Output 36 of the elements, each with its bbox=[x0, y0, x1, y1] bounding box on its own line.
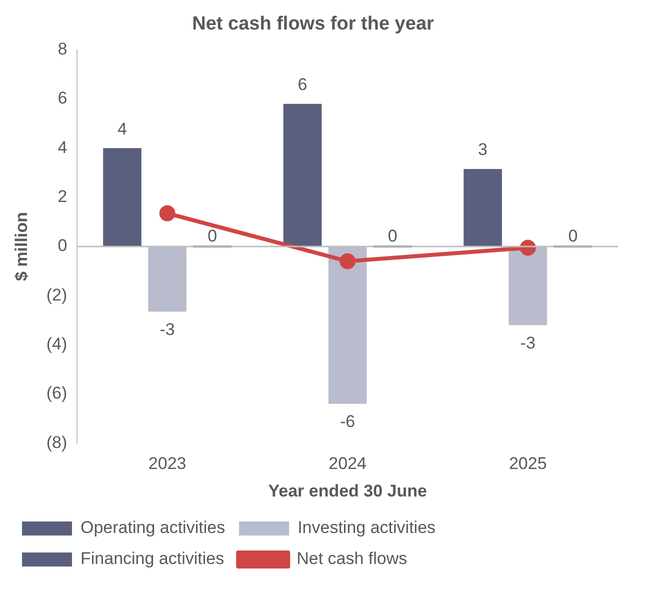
legend-label: Net cash flows bbox=[296, 549, 408, 568]
legend-label: Investing activities bbox=[298, 518, 436, 538]
x-tick-label: 2024 bbox=[328, 454, 367, 474]
legend-label: Financing activities bbox=[80, 549, 224, 568]
data-label: 0 bbox=[568, 226, 578, 246]
data-label: 0 bbox=[388, 226, 398, 246]
data-label: -3 bbox=[160, 320, 175, 339]
bar bbox=[103, 148, 142, 246]
bar bbox=[328, 246, 367, 404]
data-label: 6 bbox=[298, 75, 308, 94]
x-tick-label: 2025 bbox=[508, 454, 547, 474]
y-tick-label: (6) bbox=[46, 384, 68, 403]
y-tick-label: 4 bbox=[58, 138, 68, 157]
y-tick-label: 8 bbox=[58, 39, 68, 58]
legend-label: Operating activities bbox=[80, 518, 226, 538]
data-label: -6 bbox=[340, 412, 356, 432]
chart-title: Net cash flows for the year bbox=[192, 14, 435, 35]
x-tick-label: 2023 bbox=[148, 454, 186, 474]
bar bbox=[283, 104, 322, 246]
y-tick-label: 0 bbox=[58, 236, 68, 256]
data-label: 3 bbox=[478, 140, 488, 160]
data-label: -3 bbox=[520, 333, 536, 352]
data-label: 4 bbox=[118, 119, 127, 138]
y-axis-title: $ million bbox=[12, 212, 31, 281]
y-tick-label: (2) bbox=[46, 285, 68, 304]
data-label: 0 bbox=[208, 226, 218, 246]
bar bbox=[464, 169, 502, 246]
y-tick-label: (8) bbox=[46, 432, 68, 452]
bar bbox=[148, 246, 186, 312]
y-tick-label: 2 bbox=[58, 187, 68, 206]
x-axis-title: Year ended 30 June bbox=[268, 481, 427, 500]
y-tick-label: (4) bbox=[46, 334, 68, 354]
y-tick-label: 6 bbox=[58, 88, 68, 108]
point bbox=[159, 205, 176, 222]
bar bbox=[508, 246, 548, 326]
point bbox=[340, 253, 356, 270]
